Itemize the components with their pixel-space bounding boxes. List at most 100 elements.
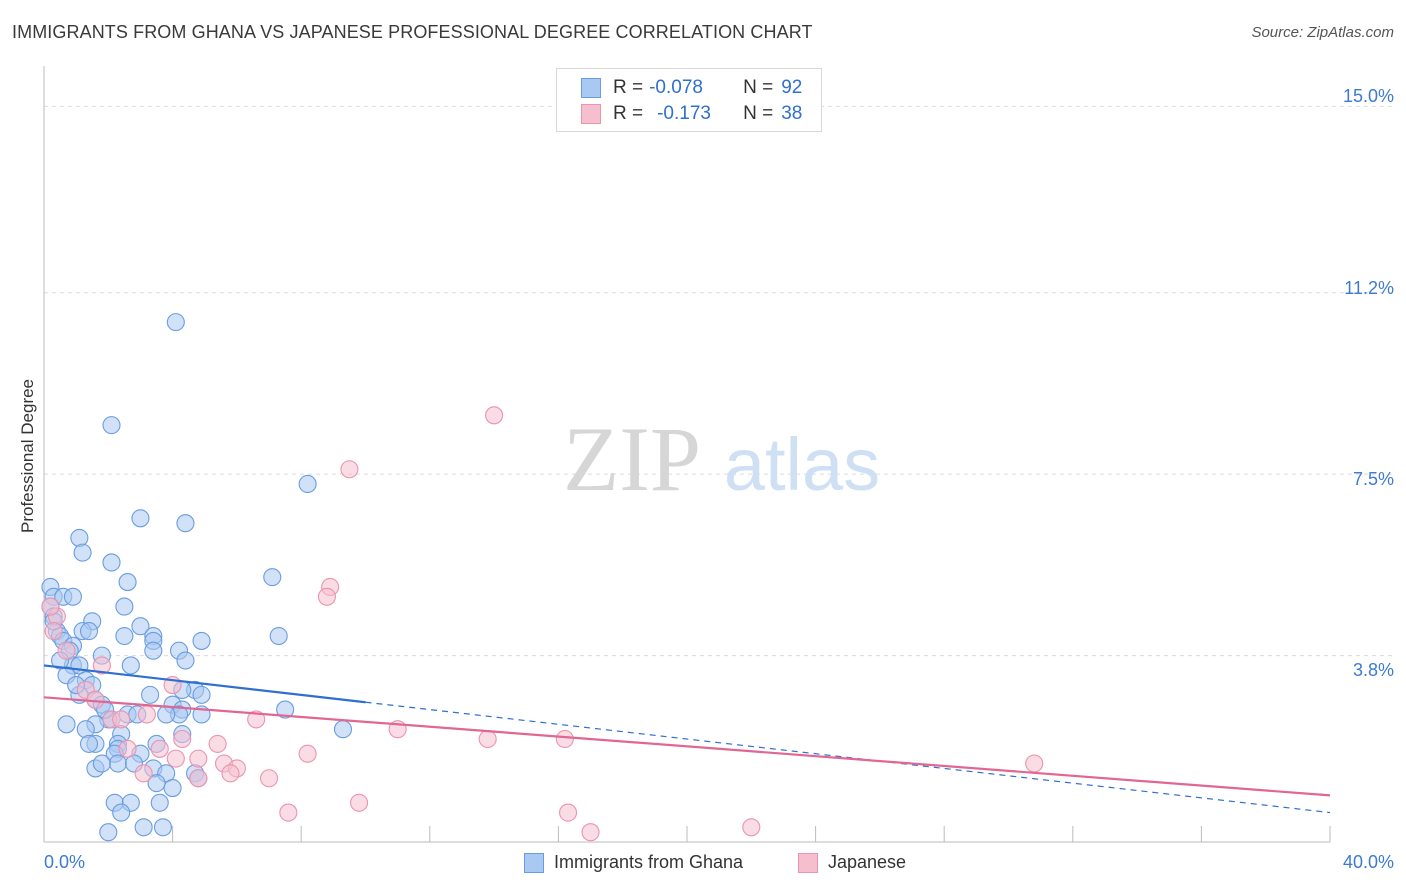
legend-n-label: N =	[743, 77, 774, 98]
japanese-point	[1025, 754, 1044, 773]
ghana-point	[150, 793, 169, 812]
legend-n-value: 92	[781, 77, 803, 98]
japanese-point	[298, 744, 317, 763]
ghana-point	[263, 568, 282, 587]
watermark-atlas: atlas	[724, 423, 880, 506]
series-legend-ghana: Immigrants from Ghana	[524, 852, 743, 873]
ghana-point	[176, 651, 195, 670]
ghana-point	[121, 656, 140, 675]
ghana-point	[134, 818, 153, 837]
ghana-point	[102, 553, 121, 572]
japanese-point	[485, 406, 504, 425]
japanese-point	[247, 710, 266, 729]
ghana-point	[176, 514, 195, 533]
japanese-point	[92, 656, 111, 675]
ghana-point	[269, 626, 288, 646]
japanese-point	[350, 793, 369, 812]
japanese-point	[118, 739, 137, 758]
ghana-point	[70, 528, 89, 547]
watermark: ZIP atlas	[563, 408, 880, 510]
ghana-point	[57, 715, 76, 734]
x-tick-label-max: 40.0%	[1342, 852, 1394, 872]
japanese-point	[279, 803, 298, 822]
japanese-point	[173, 729, 192, 749]
series-legend-japanese: Japanese	[798, 852, 906, 873]
japanese-point	[189, 749, 208, 768]
ghana-point	[115, 597, 134, 616]
y-tick-label-7-5: 7.5%	[1352, 469, 1394, 489]
chart-title: IMMIGRANTS FROM GHANA VS JAPANESE PROFES…	[12, 22, 813, 42]
ghana-trend-line-extension	[365, 701, 1331, 814]
ghana-point	[157, 705, 176, 724]
source-label: Source: ZipAtlas.com	[1251, 24, 1394, 41]
japanese-trend-line	[43, 696, 1331, 797]
japanese-point	[558, 803, 578, 822]
ghana-point	[112, 803, 131, 822]
correlation-legend: R = -0.078 N = 92 R = -0.173 N = 38	[556, 68, 822, 132]
ghana-point	[92, 754, 111, 773]
japanese-point	[189, 769, 208, 788]
japanese-point	[150, 739, 169, 758]
x-tick-label-min: 0.0%	[44, 852, 86, 872]
japanese-point	[259, 769, 279, 788]
data-points	[41, 313, 1044, 842]
ghana-point	[99, 823, 118, 842]
legend-r-value: -0.078	[649, 77, 703, 98]
axes	[43, 66, 1331, 843]
japanese-point	[166, 749, 185, 768]
ghana-point	[163, 779, 182, 798]
japanese-point	[208, 734, 227, 753]
japanese-point	[57, 641, 76, 660]
y-tick-label-11-2: 11.2%	[1344, 278, 1394, 298]
ghana-point	[144, 641, 163, 660]
ghana-point	[79, 734, 99, 753]
ghana-point	[276, 700, 295, 719]
ghana-point	[141, 685, 160, 704]
ghana-swatch	[581, 78, 601, 98]
ghana-point	[131, 617, 150, 636]
legend-n-label: N =	[743, 103, 774, 124]
ghana-point	[131, 509, 150, 528]
legend-r-label: R =	[613, 77, 644, 98]
japanese-point	[742, 818, 761, 837]
ghana-point	[79, 622, 99, 641]
japanese-point	[41, 597, 60, 616]
legend-row-japanese: R = -0.173 N = 38	[581, 102, 802, 126]
japanese-point	[317, 587, 336, 606]
ghana-point	[333, 720, 353, 739]
ghana-point	[192, 685, 211, 704]
watermark-zip: ZIP	[563, 408, 701, 510]
japanese-swatch	[581, 104, 601, 124]
japanese-point	[112, 710, 131, 729]
japanese-point	[478, 729, 497, 749]
japanese-point	[44, 622, 63, 641]
y-tick-label-15: 15.0%	[1342, 86, 1394, 106]
ghana-point	[118, 573, 137, 592]
ghana-point	[63, 587, 82, 606]
japanese-point	[340, 460, 359, 479]
ghana-point	[298, 474, 317, 494]
japanese-legend-swatch	[798, 852, 818, 873]
ghana-point	[153, 818, 173, 837]
legend-r-value: -0.173	[657, 103, 711, 124]
japanese-point	[581, 823, 600, 842]
japanese-point	[555, 729, 574, 749]
japanese-legend-label: Japanese	[828, 852, 907, 872]
japanese-point	[137, 705, 156, 724]
japanese-point	[221, 764, 240, 783]
legend-n-value: 38	[781, 103, 803, 124]
ghana-point	[73, 543, 92, 562]
ghana-point	[115, 626, 134, 646]
ghana-legend-label: Immigrants from Ghana	[554, 852, 744, 872]
ghana-trend-line	[43, 664, 366, 704]
ghana-point	[102, 416, 121, 435]
ghana-point	[76, 720, 95, 739]
ghana-point	[192, 631, 211, 650]
japanese-point	[134, 764, 153, 783]
ghana-point	[166, 313, 185, 332]
ghana-legend-swatch	[524, 852, 544, 873]
legend-row-ghana: R = -0.078 N = 92	[581, 76, 802, 100]
legend-r-label: R =	[613, 103, 644, 124]
trend-lines	[43, 664, 1331, 814]
